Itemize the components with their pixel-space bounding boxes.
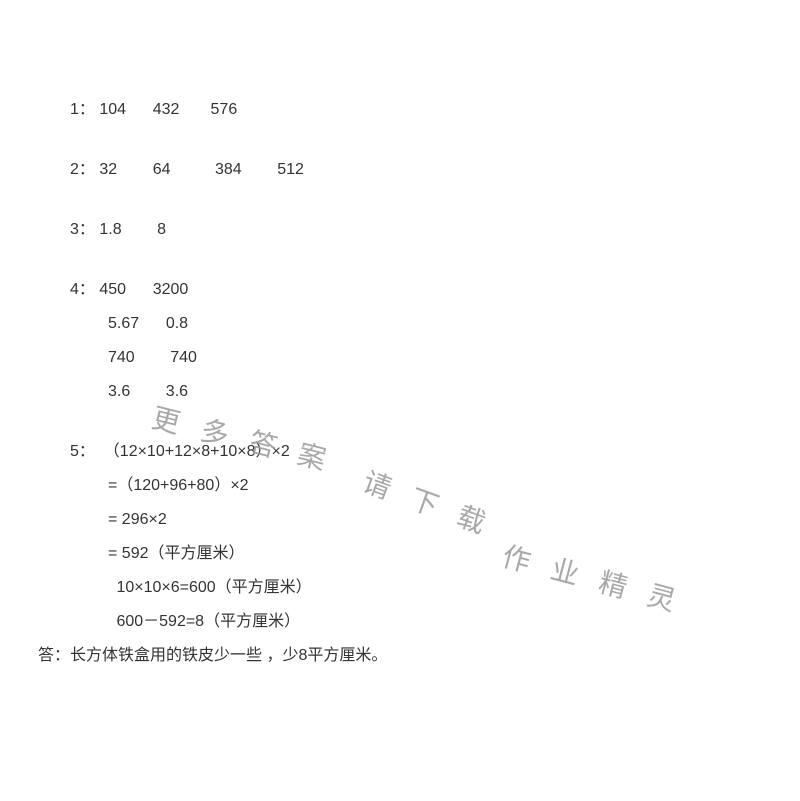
line-4d: 3.6 3.6 — [70, 380, 387, 404]
line-5b: =（120+96+80）×2 — [70, 474, 387, 498]
line-5c: = 296×2 — [70, 508, 387, 532]
line-5d: = 592（平方厘米） — [70, 542, 387, 566]
line-4b: 5.67 0.8 — [70, 312, 387, 336]
line-1: 1： 104 432 576 — [70, 98, 387, 122]
line-2: 2： 32 64 384 512 — [70, 158, 387, 182]
answer-line: 答：长方体铁盒用的铁皮少一些 ，少8平方厘米。 — [38, 644, 387, 668]
line-5f: 600－592=8（平方厘米） — [70, 610, 387, 634]
line-5e: 10×10×6=600（平方厘米） — [70, 576, 387, 600]
line-4a: 4： 450 3200 — [70, 278, 387, 302]
document-content: 1： 104 432 576 2： 32 64 384 512 3： 1.8 8… — [70, 98, 387, 678]
line-5a: 5： （12×10+12×8+10×8）×2 — [70, 440, 387, 464]
watermark-part-3: 作业精灵 — [498, 535, 702, 625]
line-3: 3： 1.8 8 — [70, 218, 387, 242]
line-4c: 740 740 — [70, 346, 387, 370]
